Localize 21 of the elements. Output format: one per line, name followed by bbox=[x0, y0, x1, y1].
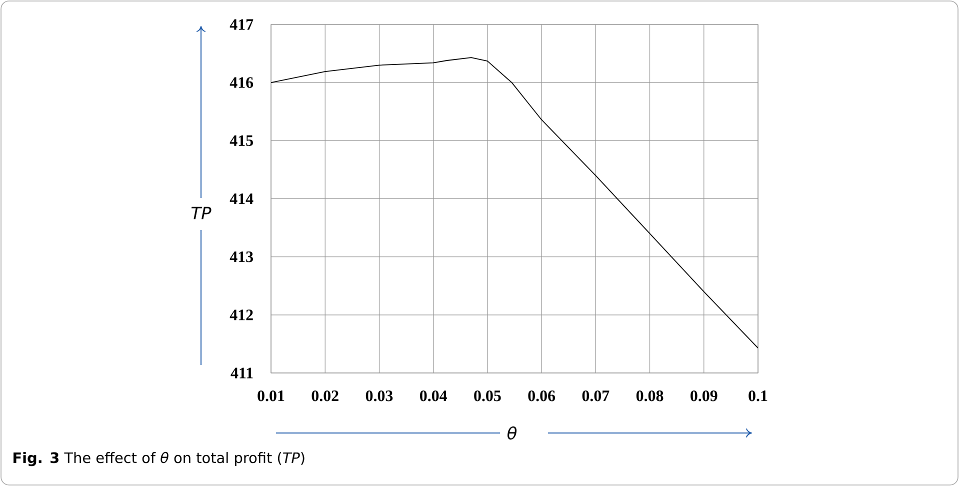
y-tick-label: 417 bbox=[230, 19, 254, 30]
text: Fig. 3 The effect of θ on total profit (TP) bbox=[14, 452, 304, 466]
y-tick-label: 411 bbox=[230, 368, 253, 378]
y-tick-label: 412 bbox=[230, 310, 253, 320]
x-tick-label: 0.1 bbox=[748, 390, 768, 402]
line-series bbox=[271, 57, 758, 348]
y-axis-title: TP bbox=[191, 206, 212, 220]
x-axis-title: θ bbox=[508, 426, 517, 440]
x-tick-label: 0.02 bbox=[312, 390, 338, 402]
y-tick-label: 413 bbox=[230, 251, 253, 262]
x-tick-label: 0.06 bbox=[528, 390, 556, 402]
x-tick-label: 0.09 bbox=[690, 390, 718, 402]
x-tick-label: 0.03 bbox=[366, 390, 393, 402]
y-tick-label: 414 bbox=[230, 193, 254, 204]
x-tick-label: 0.08 bbox=[636, 390, 664, 402]
y-tick-label: 415 bbox=[230, 135, 253, 146]
x-tick-label: 0.01 bbox=[258, 390, 284, 402]
y-tick-label: 416 bbox=[230, 77, 254, 88]
x-tick-label: 0.07 bbox=[582, 390, 610, 402]
x-tick-label: 0.05 bbox=[474, 390, 501, 402]
x-tick-label: 0.04 bbox=[420, 390, 447, 402]
